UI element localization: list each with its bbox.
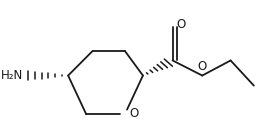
Text: O: O bbox=[177, 18, 186, 31]
Text: O: O bbox=[198, 60, 207, 73]
Text: O: O bbox=[129, 107, 139, 120]
Text: H₂N: H₂N bbox=[1, 69, 23, 82]
